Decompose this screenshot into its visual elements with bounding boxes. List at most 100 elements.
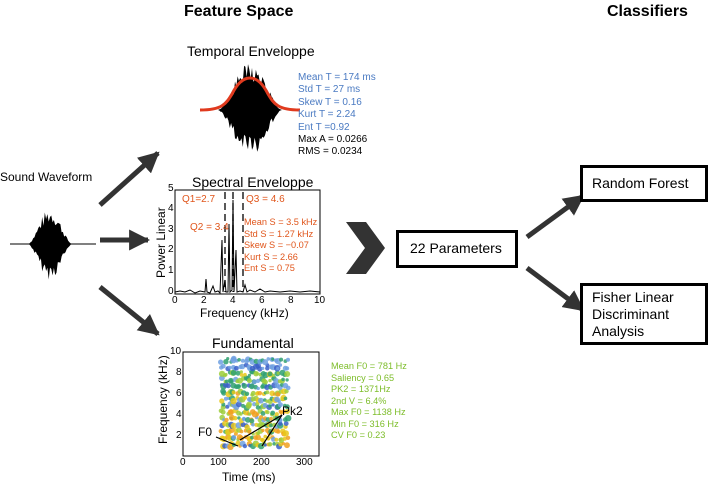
spectrogram-cell [225, 383, 231, 389]
sound-waveform-label: Sound Waveform [0, 170, 93, 184]
fundamental-ytick: 2 [176, 430, 182, 441]
spectrogram-cell [246, 401, 253, 408]
fundamental-plot-frame [182, 351, 320, 457]
pk2-annotation: Pk2 [282, 404, 303, 418]
spectrogram-cell [283, 396, 288, 401]
spectrogram-cell [239, 370, 243, 374]
parameters-label: 22 Parameters [410, 240, 502, 256]
spectrogram-cell [239, 373, 244, 377]
spectrogram-cell [249, 418, 255, 424]
temporal-stat: RMS = 0.0234 [298, 146, 363, 158]
temporal-stats-black: Max A = 0.0266 RMS = 0.0234 [298, 134, 367, 159]
spectral-xtick: 8 [288, 295, 294, 306]
spectrogram-cell [268, 378, 272, 383]
spectral-ytick: 1 [168, 265, 174, 276]
spectrogram-cell [239, 412, 243, 416]
spectrogram-cell [281, 441, 285, 446]
spectrogram-cell [284, 371, 291, 377]
spectrogram-cell [255, 371, 259, 376]
spectrogram-cell [230, 422, 238, 430]
spectrogram-cell [231, 390, 236, 395]
fundamental-stat: Saliency = 0.65 [331, 372, 395, 383]
spectrogram-cell [251, 422, 255, 427]
fundamental-title: Fundamental [212, 335, 294, 351]
spectrogram-cell [258, 397, 264, 404]
spectrogram-cell [281, 409, 287, 414]
spectrogram-cell [283, 421, 289, 426]
fisher-label-line: Fisher Linear [592, 289, 674, 305]
spectrogram-cell [220, 363, 226, 369]
spectral-stat: Mean S = 3.5 kHz [244, 217, 318, 227]
f0-annotation: F0 [198, 425, 213, 439]
spectrogram-cell [274, 412, 279, 417]
spectrogram-cell [239, 363, 246, 370]
spectral-stats: Mean S = 3.5 kHz Std S = 1.27 kHz Skew S… [244, 217, 317, 275]
fundamental-xtick: 300 [296, 457, 313, 468]
spectrogram-cell [285, 366, 290, 371]
spectral-stat: Std S = 1.27 kHz [244, 228, 314, 239]
spectrogram-cell [252, 379, 257, 385]
spectral-plot-frame [174, 189, 321, 295]
spectrogram-cell [285, 378, 289, 382]
fisher-label-line: Discriminant [592, 306, 670, 322]
spectrogram-cell [223, 396, 228, 401]
parameters-box: 22 Parameters [396, 230, 518, 268]
spectrogram-cell [273, 378, 280, 385]
fisher-label-line: Analysis [592, 323, 645, 339]
q1-label: Q1=2.7 [182, 194, 216, 205]
spectrogram-cell [279, 357, 284, 362]
fundamental-x-axis-label: Time (ms) [222, 470, 276, 484]
spectrogram-cell [233, 416, 238, 421]
spectrogram-cell [218, 359, 224, 365]
spectrogram-cell [257, 391, 263, 396]
spectrogram-cell [224, 379, 229, 384]
spectrogram-cell [282, 436, 287, 441]
spectrogram-cell [278, 437, 285, 443]
spectral-ytick: 4 [168, 203, 174, 214]
spectrogram-cell [244, 391, 250, 396]
spectral-xtick: 10 [314, 295, 326, 306]
spectrogram-cell [282, 430, 289, 437]
spectrogram-cell [257, 366, 263, 372]
spectrogram-cell [285, 435, 291, 440]
spectrogram-cell [249, 383, 255, 390]
spectrogram-cell [226, 357, 230, 361]
spectrogram-cell [261, 366, 265, 370]
spectrogram-cell [228, 365, 232, 369]
temporal-stat: Kurt T = 2.24 [298, 109, 356, 121]
sound-waveform-glyph [10, 212, 96, 280]
spectrogram-cell [234, 365, 239, 371]
spectrogram-cell [276, 366, 280, 371]
spectrogram-cell [270, 410, 276, 416]
spectrogram-cell [277, 402, 283, 408]
fundamental-stat: 2nd V = 6.4% [331, 395, 387, 406]
temporal-stat: Mean T = 174 ms [298, 72, 376, 83]
spectral-y-axis-label: Power Linear [154, 207, 168, 278]
random-forest-box: Random Forest [580, 165, 708, 202]
spectrogram-cell [281, 377, 285, 382]
spectrogram-cell [237, 358, 241, 362]
fundamental-ytick: 8 [176, 367, 182, 378]
fisher-label: Fisher Linear Discriminant Analysis [592, 289, 674, 340]
spectrogram-cell [263, 379, 268, 385]
spectrogram-cell [231, 434, 237, 440]
temporal-stat: Skew T = 0.16 [298, 96, 362, 108]
spectrogram-cell [271, 357, 275, 361]
feature-space-header: Feature Space [184, 3, 294, 20]
spectrogram-cell [263, 443, 267, 447]
spectrogram-cell [225, 404, 230, 409]
pk2-pointer-b [261, 414, 283, 447]
spectrogram-cell [224, 417, 229, 423]
spectrogram-cell [284, 409, 290, 414]
spectrogram-cell [260, 438, 265, 443]
temporal-stat: Max A = 0.0266 [298, 134, 368, 145]
fundamental-stats: Mean F0 = 781 Hz Saliency = 0.65 PK2 = 1… [331, 361, 407, 442]
spectrogram-cell [265, 390, 270, 395]
spectrogram-cell [285, 415, 292, 422]
fundamental-ytick: 10 [170, 346, 182, 357]
spectrogram-cell [247, 429, 252, 434]
spectral-stat: Skew S = −0.07 [244, 240, 309, 250]
fundamental-xtick: 100 [210, 457, 227, 468]
spectrogram-cell [274, 437, 279, 442]
fundamental-stat: Max F0 = 1138 Hz [331, 407, 406, 417]
